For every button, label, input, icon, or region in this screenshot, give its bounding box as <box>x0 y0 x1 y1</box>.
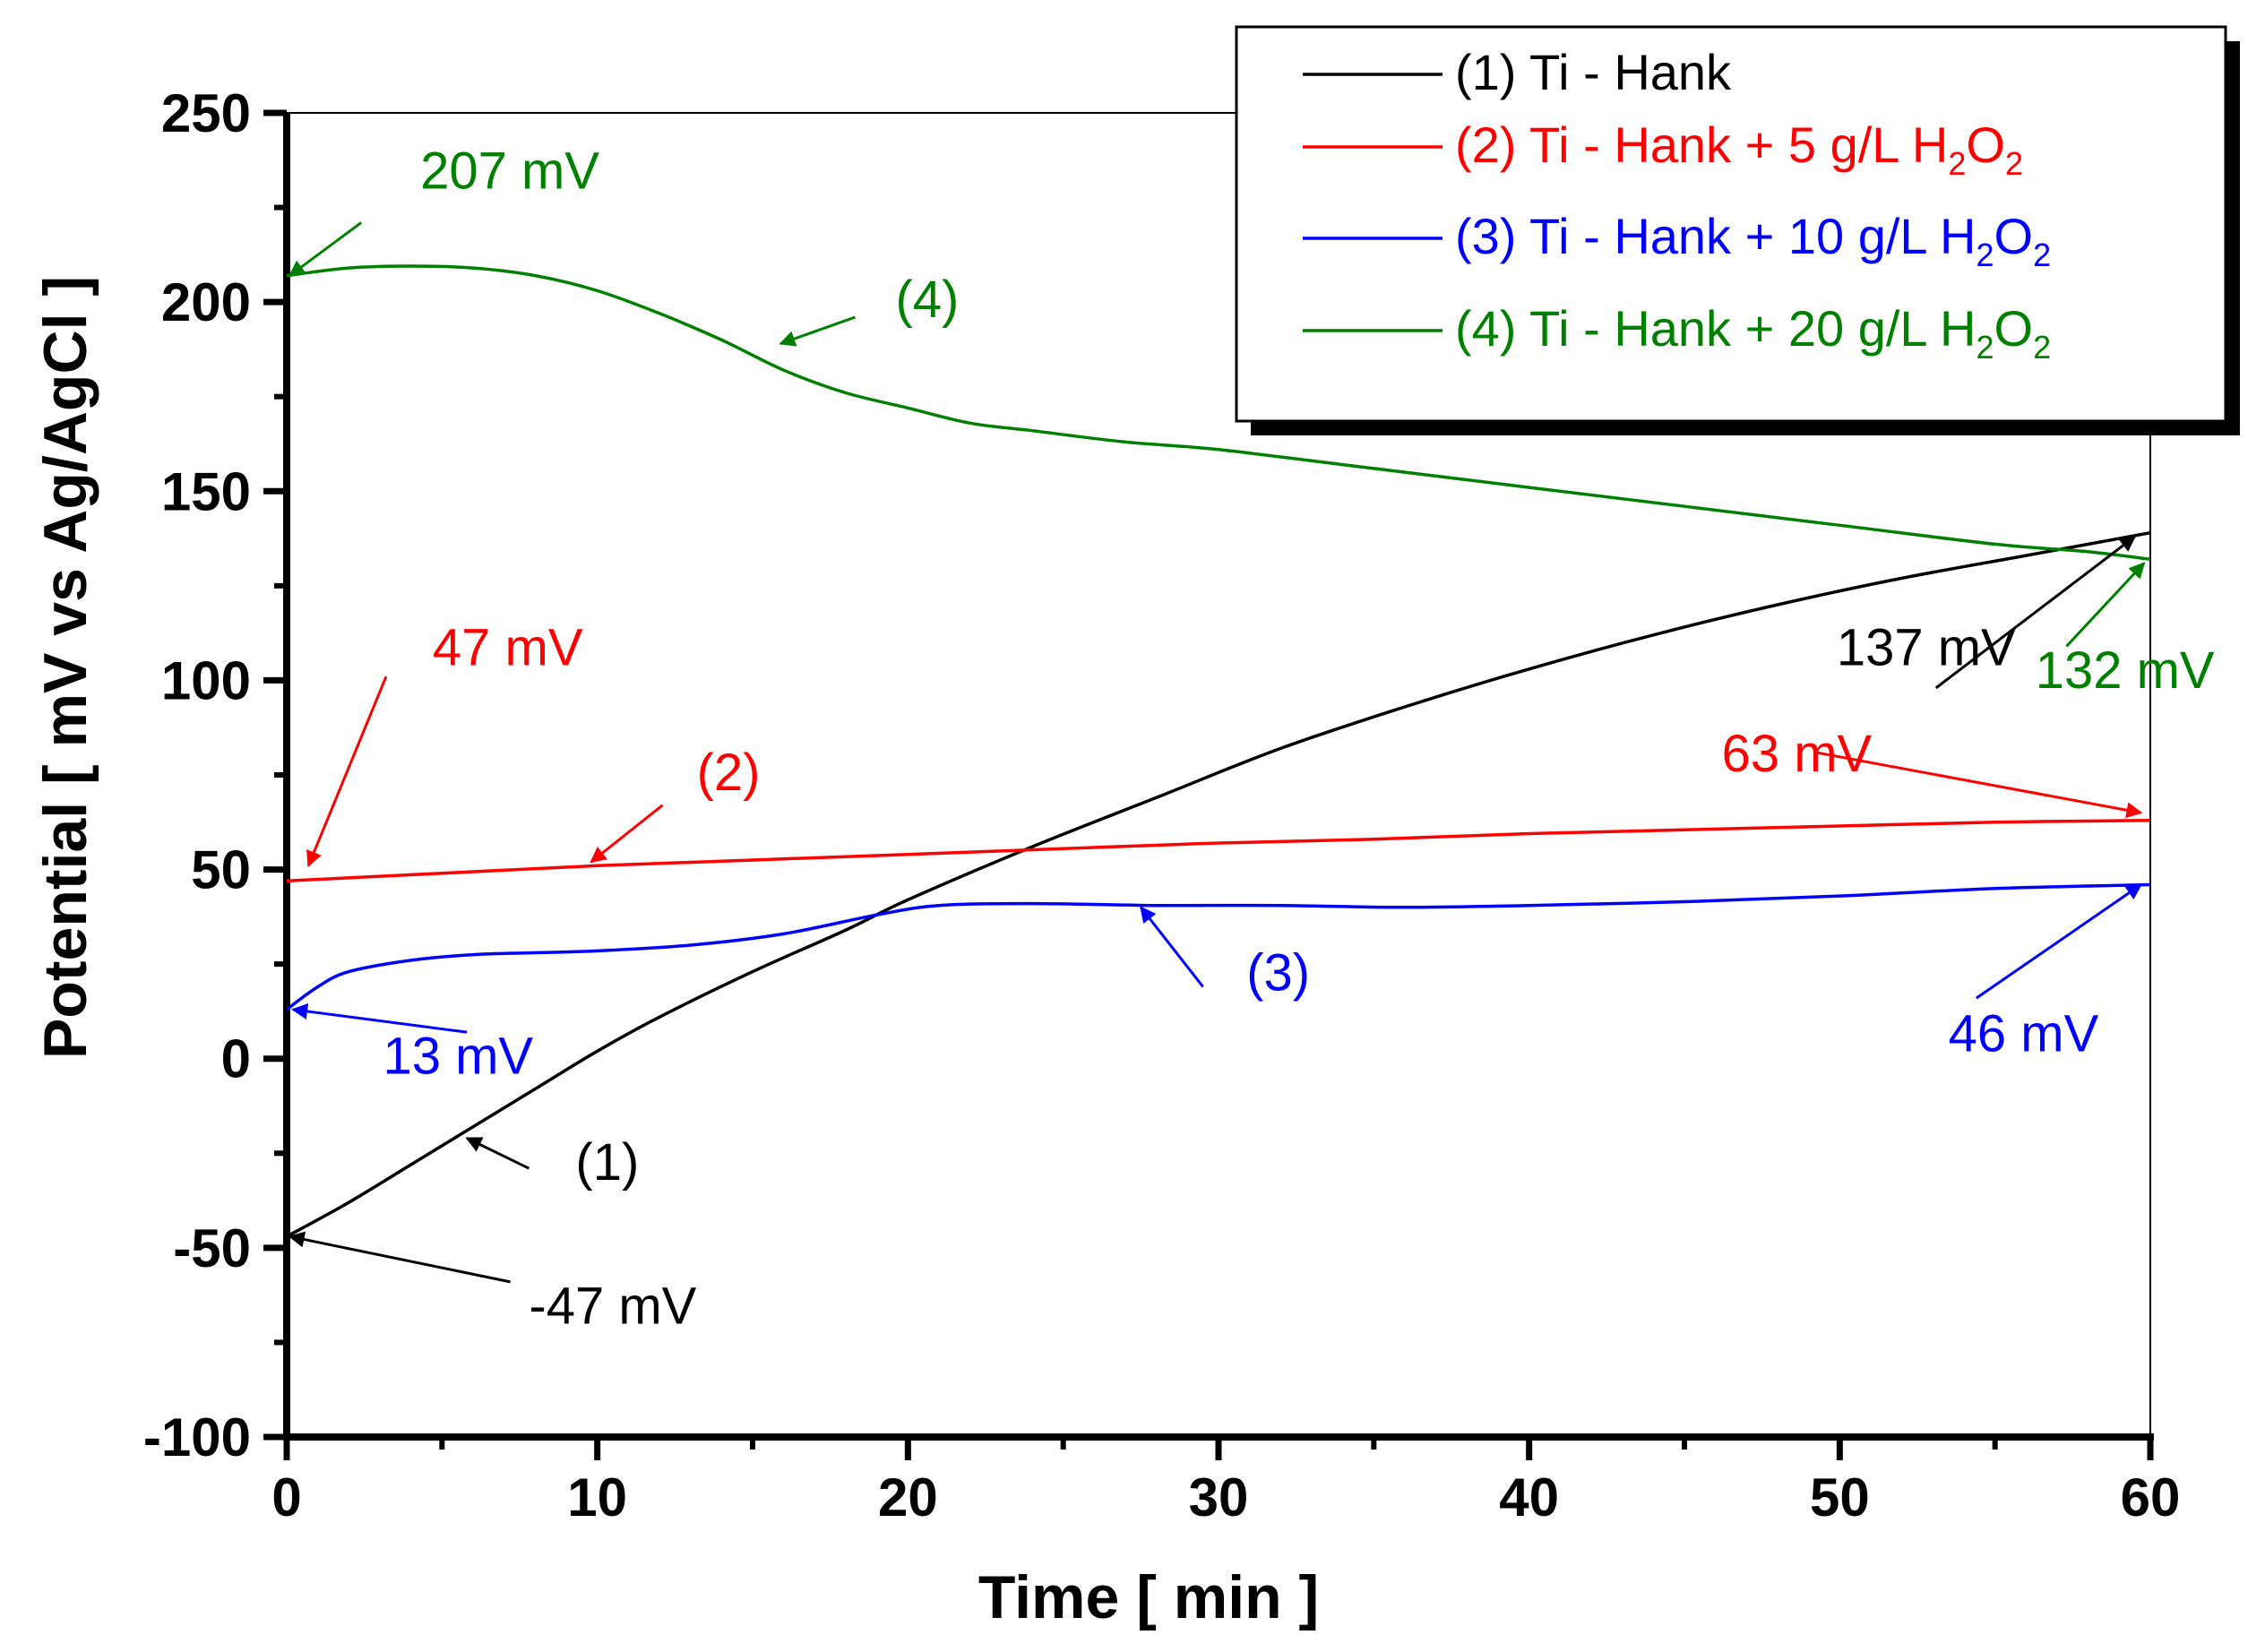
annotation-label: (3) <box>1246 944 1310 1002</box>
annotation-arrow <box>291 1002 468 1034</box>
annotation-arrow <box>1934 535 2137 690</box>
legend-label: (3) Ti - Hank + 10 g/L H2O2 <box>1455 208 2051 273</box>
annotation-5: 63 mV <box>1722 725 2143 819</box>
annotation-11: (1) <box>465 1133 639 1192</box>
annotation-arrow <box>779 315 856 347</box>
annotation-3: 47 mV <box>306 619 583 868</box>
annotation-7: 132 mV <box>2036 562 2215 700</box>
y-tick-label: 150 <box>161 461 251 521</box>
annotation-label: 13 mV <box>383 1028 533 1086</box>
annotation-4: (2) <box>590 744 761 864</box>
annotation-2: (4) <box>779 271 959 347</box>
series-lines <box>285 264 2151 1238</box>
annotation-arrow <box>465 1137 530 1170</box>
y-tick-label: -50 <box>173 1218 251 1278</box>
annotation-8: (3) <box>1140 906 1310 1002</box>
x-tick-label: 50 <box>1810 1467 1870 1527</box>
annotation-label: 63 mV <box>1722 725 1873 783</box>
legend-item-3: (3) Ti - Hank + 10 g/L H2O2 <box>1303 208 2051 273</box>
y-tick-label: 200 <box>161 272 251 332</box>
series-line-2 <box>286 818 2151 882</box>
annotation-arrow <box>289 221 363 277</box>
annotation-12: -47 mV <box>288 1231 697 1335</box>
annotation-6: 137 mV <box>1837 535 2137 690</box>
x-tick-label: 10 <box>567 1467 627 1527</box>
annotation-1: 207 mV <box>289 142 599 277</box>
x-tick-label: 40 <box>1499 1467 1559 1527</box>
axis-ticks: 0 10 20 30 40 50 60 -100 -50 0 50 100 150 200 250 <box>143 83 2180 1527</box>
y-tick-label: -100 <box>143 1407 251 1467</box>
legend-item-4: (4) Ti - Hank + 20 g/L H2O2 <box>1303 300 2051 366</box>
annotations: 207 mV (4) 47 mV (2) 63 mV 137 mV 132 mV (3) 13 … <box>288 142 2215 1335</box>
annotation-9: 13 mV <box>291 1002 533 1086</box>
annotation-label: 137 mV <box>1837 619 2016 677</box>
annotation-arrow <box>1814 751 2143 819</box>
x-tick-label: 60 <box>2121 1467 2181 1527</box>
series-line-1 <box>286 530 2151 1238</box>
annotation-10: 46 mV <box>1949 883 2143 1063</box>
annotation-arrow <box>590 804 664 864</box>
y-tick-label: 250 <box>161 83 251 143</box>
annotation-arrow <box>288 1231 511 1284</box>
legend-item-2: (2) Ti - Hank + 5 g/L H2O2 <box>1303 116 2023 182</box>
series-line-4 <box>286 264 2151 562</box>
y-tick-label: 50 <box>191 840 251 900</box>
annotation-label: -47 mV <box>529 1277 696 1335</box>
annotation-label: 132 mV <box>2036 641 2215 700</box>
legend-item-1: (1) Ti - Hank <box>1303 44 1732 100</box>
annotation-label: 46 mV <box>1949 1004 2099 1063</box>
annotation-arrow <box>2065 562 2146 648</box>
annotation-label: (1) <box>575 1133 639 1192</box>
annotation-label: (2) <box>697 744 761 802</box>
legend-label: (2) Ti - Hank + 5 g/L H2O2 <box>1455 116 2023 182</box>
legend: (1) Ti - Hank (2) Ti - Hank + 5 g/L H2O2 (… <box>1235 25 2240 435</box>
annotation-label: (4) <box>895 271 959 329</box>
x-tick-label: 30 <box>1189 1467 1249 1527</box>
x-tick-label: 20 <box>878 1467 938 1527</box>
y-axis-title: Potential [ mV vs Ag/AgCl ] <box>31 276 99 1059</box>
annotation-arrow <box>1976 883 2143 1000</box>
annotation-label: 207 mV <box>420 142 599 200</box>
y-tick-label: 100 <box>161 650 251 710</box>
y-tick-label: 0 <box>221 1029 251 1089</box>
legend-label: (4) Ti - Hank + 20 g/L H2O2 <box>1455 300 2051 366</box>
annotation-label: 47 mV <box>433 619 583 677</box>
annotation-arrow <box>306 675 388 868</box>
legend-label: (1) Ti - Hank <box>1455 44 1732 100</box>
x-axis-title: Time [ min ] <box>978 1563 1319 1631</box>
annotation-arrow <box>1140 906 1204 988</box>
series-line-3 <box>285 882 2151 1011</box>
legend-box <box>1235 25 2227 423</box>
x-tick-label: 0 <box>271 1467 301 1527</box>
